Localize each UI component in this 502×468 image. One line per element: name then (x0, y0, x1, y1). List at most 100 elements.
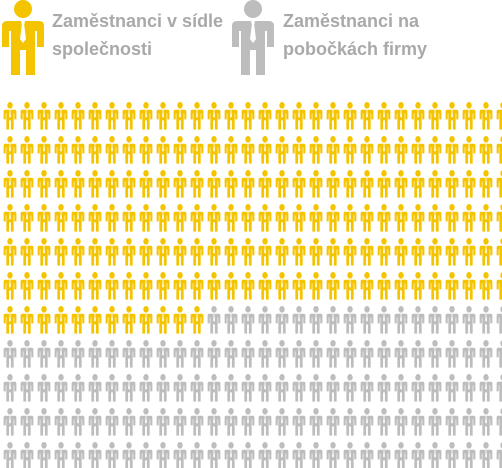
person-icon (258, 340, 272, 368)
person-icon (20, 442, 34, 468)
person-icon (207, 272, 221, 300)
person-icon (275, 102, 289, 130)
person-icon (462, 340, 476, 368)
person-icon (275, 306, 289, 334)
person-icon (411, 204, 425, 232)
person-icon (292, 238, 306, 266)
person-icon (207, 136, 221, 164)
person-icon (241, 442, 255, 468)
person-icon (428, 204, 442, 232)
person-icon (122, 136, 136, 164)
person-icon (224, 306, 238, 334)
person-icon (224, 102, 238, 130)
person-icon (20, 102, 34, 130)
person-icon (241, 408, 255, 436)
person-icon (428, 408, 442, 436)
person-icon (394, 136, 408, 164)
person-icon (309, 272, 323, 300)
person-icon (224, 340, 238, 368)
person-icon (343, 442, 357, 468)
legend-label-branches: Zaměstnanci na pobočkách firmy (283, 11, 428, 59)
person-icon (360, 238, 374, 266)
person-icon (173, 306, 187, 334)
person-icon (292, 204, 306, 232)
person-icon (479, 170, 493, 198)
person-icon (462, 272, 476, 300)
person-icon (309, 102, 323, 130)
person-icon (241, 238, 255, 266)
person-icon (71, 408, 85, 436)
person-icon (139, 306, 153, 334)
person-icon (156, 442, 170, 468)
person-icon (275, 442, 289, 468)
person-icon (360, 408, 374, 436)
person-icon (190, 102, 204, 130)
person-icon (343, 272, 357, 300)
person-icon (496, 204, 502, 232)
person-icon (139, 442, 153, 468)
person-icon (3, 170, 17, 198)
person-icon (20, 408, 34, 436)
person-icon (20, 170, 34, 198)
pictogram-grid (3, 102, 502, 468)
person-icon (326, 136, 340, 164)
person-icon (71, 442, 85, 468)
legend-label-headquarters: Zaměstnanci v sídle společnosti (52, 11, 224, 59)
person-icon (105, 238, 119, 266)
person-icon (258, 374, 272, 402)
person-icon (105, 204, 119, 232)
person-icon (122, 306, 136, 334)
person-icon (173, 170, 187, 198)
person-icon (156, 306, 170, 334)
person-icon (37, 340, 51, 368)
person-icon (258, 238, 272, 266)
person-icon (88, 170, 102, 198)
person-icon (71, 340, 85, 368)
person-icon (479, 238, 493, 266)
person-icon (173, 340, 187, 368)
person-icon (37, 136, 51, 164)
person-icon (394, 306, 408, 334)
person-icon (496, 408, 502, 436)
person-icon (88, 102, 102, 130)
person-icon (156, 238, 170, 266)
person-icon (292, 272, 306, 300)
person-icon (445, 238, 459, 266)
person-icon (173, 102, 187, 130)
person-icon (394, 408, 408, 436)
person-icon (445, 102, 459, 130)
person-icon (360, 102, 374, 130)
person-icon (173, 408, 187, 436)
person-icon (258, 306, 272, 334)
person-icon (156, 136, 170, 164)
person-icon (173, 136, 187, 164)
person-icon (309, 442, 323, 468)
person-icon (3, 340, 17, 368)
person-icon (173, 374, 187, 402)
person-icon (394, 170, 408, 198)
person-icon (377, 204, 391, 232)
person-icon (411, 238, 425, 266)
person-icon (54, 102, 68, 130)
person-icon (241, 340, 255, 368)
person-icon (224, 442, 238, 468)
person-icon (496, 442, 502, 468)
person-icon (411, 272, 425, 300)
person-icon (190, 374, 204, 402)
person-icon (207, 204, 221, 232)
person-icon (37, 374, 51, 402)
person-icon (377, 102, 391, 130)
person-icon (3, 442, 17, 468)
person-icon (360, 272, 374, 300)
person-icon (241, 170, 255, 198)
person-icon (377, 170, 391, 198)
person-icon (445, 204, 459, 232)
person-icon (88, 340, 102, 368)
person-icon (241, 204, 255, 232)
person-icon (309, 238, 323, 266)
person-icon (207, 442, 221, 468)
person-icon (326, 204, 340, 232)
person-icon (428, 340, 442, 368)
person-icon (292, 306, 306, 334)
person-icon (3, 102, 17, 130)
